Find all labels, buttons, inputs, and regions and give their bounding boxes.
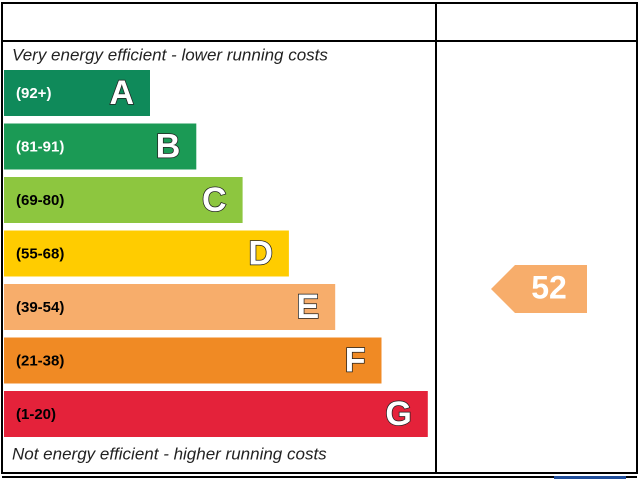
current-rating-arrow bbox=[491, 265, 587, 313]
band-letter: D bbox=[248, 234, 273, 272]
band-bar bbox=[4, 337, 382, 384]
band-range: (39-54) bbox=[16, 299, 64, 316]
band-bar bbox=[4, 70, 150, 116]
band-range: (21-38) bbox=[16, 352, 64, 369]
band-letter: B bbox=[156, 127, 181, 165]
band-range: (55-68) bbox=[16, 245, 64, 262]
bottom-text: Not energy efficient - higher running co… bbox=[12, 444, 327, 463]
band-bar bbox=[4, 391, 428, 437]
band-letter: C bbox=[202, 181, 227, 219]
band-range: (92+) bbox=[16, 85, 51, 102]
band-bar bbox=[4, 177, 243, 223]
current-rating: 52 bbox=[531, 269, 567, 305]
top-text: Very energy efficient - lower running co… bbox=[12, 45, 328, 64]
band-letter: E bbox=[297, 288, 320, 326]
band-range: (69-80) bbox=[16, 192, 64, 209]
band-range: (1-20) bbox=[16, 406, 56, 423]
band-letter: G bbox=[385, 395, 411, 433]
footer-mark bbox=[554, 476, 626, 479]
band-letter: A bbox=[109, 74, 134, 112]
band-letter: F bbox=[345, 341, 366, 379]
band-bar bbox=[4, 284, 336, 330]
band-range: (81-91) bbox=[16, 138, 64, 155]
band-bar bbox=[4, 230, 289, 277]
band-bar bbox=[4, 123, 197, 170]
